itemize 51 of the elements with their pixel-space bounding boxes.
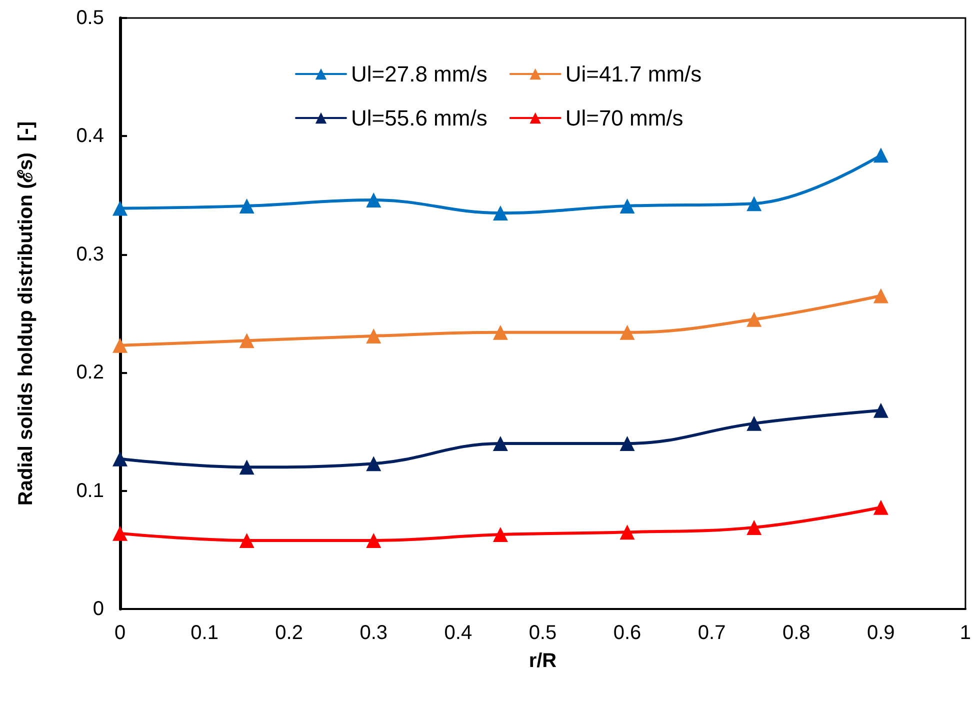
point: [873, 402, 888, 418]
point: [112, 526, 128, 541]
x-tick-label: 0.7: [698, 622, 726, 644]
y-tick-label: 0.5: [76, 7, 104, 29]
x-tick-label: 0.1: [190, 622, 218, 644]
point: [366, 328, 382, 344]
y-tick-label: 0.3: [76, 243, 104, 266]
y-tick-label: 0: [92, 598, 104, 620]
point: [746, 196, 762, 212]
point: [620, 436, 635, 452]
point: [239, 333, 254, 348]
point: [746, 312, 762, 327]
y-axis-title: Radial solids holdup distribution (ℰs) [-]: [15, 121, 37, 506]
x-tick-label: 0.2: [275, 622, 303, 644]
point: [492, 527, 508, 542]
x-axis-title: r/R: [528, 650, 558, 672]
y-tick-label: 0.4: [76, 125, 104, 148]
point: [239, 460, 254, 475]
legend-label: Ui=41.7 mm/s: [565, 62, 702, 86]
point: [620, 198, 635, 214]
x-tick-label: 0.4: [444, 622, 472, 644]
point: [492, 206, 508, 221]
point: [239, 198, 254, 214]
x-tick-label: 0.8: [782, 622, 810, 644]
point: [492, 436, 508, 452]
point: [112, 451, 128, 466]
x-tick-label: 0.5: [528, 622, 557, 644]
point: [873, 500, 888, 515]
point: [239, 532, 254, 548]
x-tick-label: 0.9: [866, 622, 895, 644]
x-tick-label: 0.6: [613, 622, 642, 644]
point: [366, 192, 382, 208]
x-tick-label: 1: [960, 622, 971, 644]
x-tick-label: 0.3: [360, 622, 388, 644]
legend-label: Ul=55.6 mm/s: [351, 106, 488, 130]
point: [492, 324, 508, 340]
point: [366, 456, 382, 472]
legend-label: Ul=27.8 mm/s: [351, 62, 488, 86]
point: [112, 338, 128, 353]
x-tick-label: 0: [114, 622, 126, 644]
point: [112, 200, 128, 216]
y-tick-label: 0.2: [76, 362, 104, 384]
y-tick-label: 0.1: [76, 480, 104, 502]
point: [620, 324, 635, 340]
point: [746, 416, 762, 431]
legend-label: Ul=70 mm/s: [565, 106, 684, 130]
point: [746, 520, 762, 535]
point: [620, 524, 635, 540]
point: [873, 148, 888, 163]
point: [873, 288, 888, 304]
point: [366, 532, 382, 548]
